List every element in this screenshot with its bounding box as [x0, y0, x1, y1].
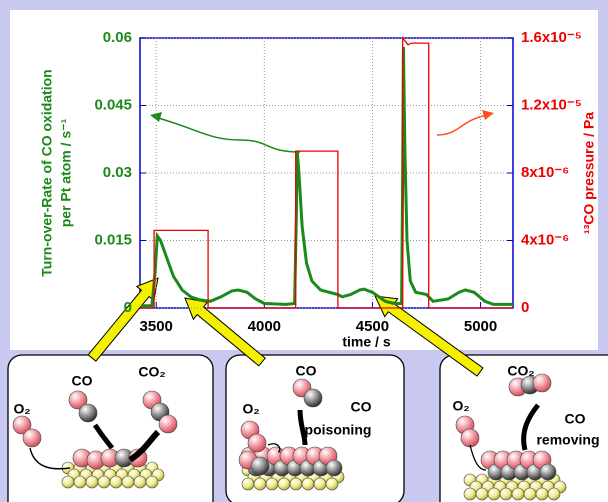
- plot-panel: [10, 10, 598, 350]
- flow-arrow: [521, 403, 540, 451]
- y2-tick-label: 0: [521, 299, 529, 316]
- pointer-arrow: [87, 277, 159, 362]
- atom: [253, 477, 267, 491]
- x-tick-label: 3500: [140, 318, 173, 335]
- atom: [145, 475, 159, 489]
- flow-arrow: [267, 443, 281, 453]
- y2-axis-label: ¹³CO pressure / Pa: [581, 112, 597, 234]
- diagram-label: CO: [351, 399, 372, 415]
- data-line: [140, 36, 513, 309]
- atom: [73, 475, 87, 489]
- diagram-label: O₂: [13, 401, 30, 417]
- y2-tick-label: 1.6x10⁻⁵: [521, 29, 582, 46]
- x-tick-label: 4500: [356, 318, 389, 335]
- diagram-label: removing: [536, 432, 599, 448]
- panel-box: [7, 354, 214, 502]
- atom: [301, 477, 315, 491]
- atom: [277, 477, 291, 491]
- atom: [97, 475, 111, 489]
- atom: [487, 487, 501, 501]
- atom: [133, 475, 147, 489]
- diagram-label: CO₂: [138, 364, 165, 380]
- y-axis-label: per Pt atom / s⁻¹: [58, 118, 74, 227]
- atom: [158, 414, 178, 434]
- flow-arrow: [92, 423, 115, 450]
- atom: [511, 487, 525, 501]
- diagram-label: poisoning: [305, 422, 372, 438]
- atom: [325, 477, 339, 491]
- decorations: [7, 110, 608, 502]
- y2-tick-label: 8x10⁻⁶: [521, 164, 569, 181]
- flow-arrow: [128, 429, 161, 463]
- y-tick-label: 0: [124, 299, 132, 316]
- atom: [499, 487, 513, 501]
- y-tick-label: 0.03: [103, 164, 132, 181]
- atom: [463, 487, 477, 501]
- diagram-label: CO₂: [507, 363, 534, 379]
- y2-tick-label: 4x10⁻⁶: [521, 231, 569, 248]
- atom: [241, 477, 255, 491]
- atom: [85, 475, 99, 489]
- atom: [12, 415, 32, 435]
- annotation-arrow: [154, 116, 301, 153]
- atom: [121, 475, 135, 489]
- y-tick-label: 0.045: [94, 96, 132, 113]
- x-axis-label: time / s: [342, 334, 390, 350]
- flow-arrow: [297, 409, 308, 446]
- atom: [535, 487, 549, 501]
- flow-arrow: [29, 447, 71, 470]
- atom: [289, 477, 303, 491]
- atom: [532, 373, 552, 393]
- y-axis-label: Turn-over-Rate of CO oxidation: [39, 69, 55, 276]
- atom: [250, 456, 270, 476]
- diagram-label: CO: [296, 363, 317, 379]
- atom: [247, 433, 267, 453]
- atom: [78, 403, 98, 423]
- flow-arrow: [469, 444, 487, 471]
- diagram-label: O₂: [452, 398, 469, 414]
- atom: [22, 428, 42, 448]
- atom: [475, 487, 489, 501]
- atom: [109, 475, 123, 489]
- atom: [523, 487, 537, 501]
- y-tick-label: 0.015: [94, 231, 132, 248]
- diagram-label: O₂: [242, 401, 259, 417]
- atom: [547, 487, 561, 501]
- atom: [61, 475, 75, 489]
- x-tick-label: 5000: [464, 318, 497, 335]
- y-tick-label: 0.06: [103, 29, 132, 46]
- diagram-label: CO: [565, 411, 586, 427]
- atom: [539, 463, 557, 481]
- atom: [265, 477, 279, 491]
- diagram-label: CO: [72, 373, 93, 389]
- atom: [313, 477, 327, 491]
- x-tick-label: 4000: [248, 318, 281, 335]
- atom: [460, 428, 480, 448]
- y2-tick-label: 1.2x10⁻⁵: [521, 96, 582, 113]
- arrow-head: [482, 110, 494, 120]
- data-line: [141, 46, 513, 308]
- atom: [68, 390, 88, 410]
- atom: [325, 459, 343, 477]
- atom: [303, 388, 323, 408]
- pointer-arrow: [184, 297, 266, 367]
